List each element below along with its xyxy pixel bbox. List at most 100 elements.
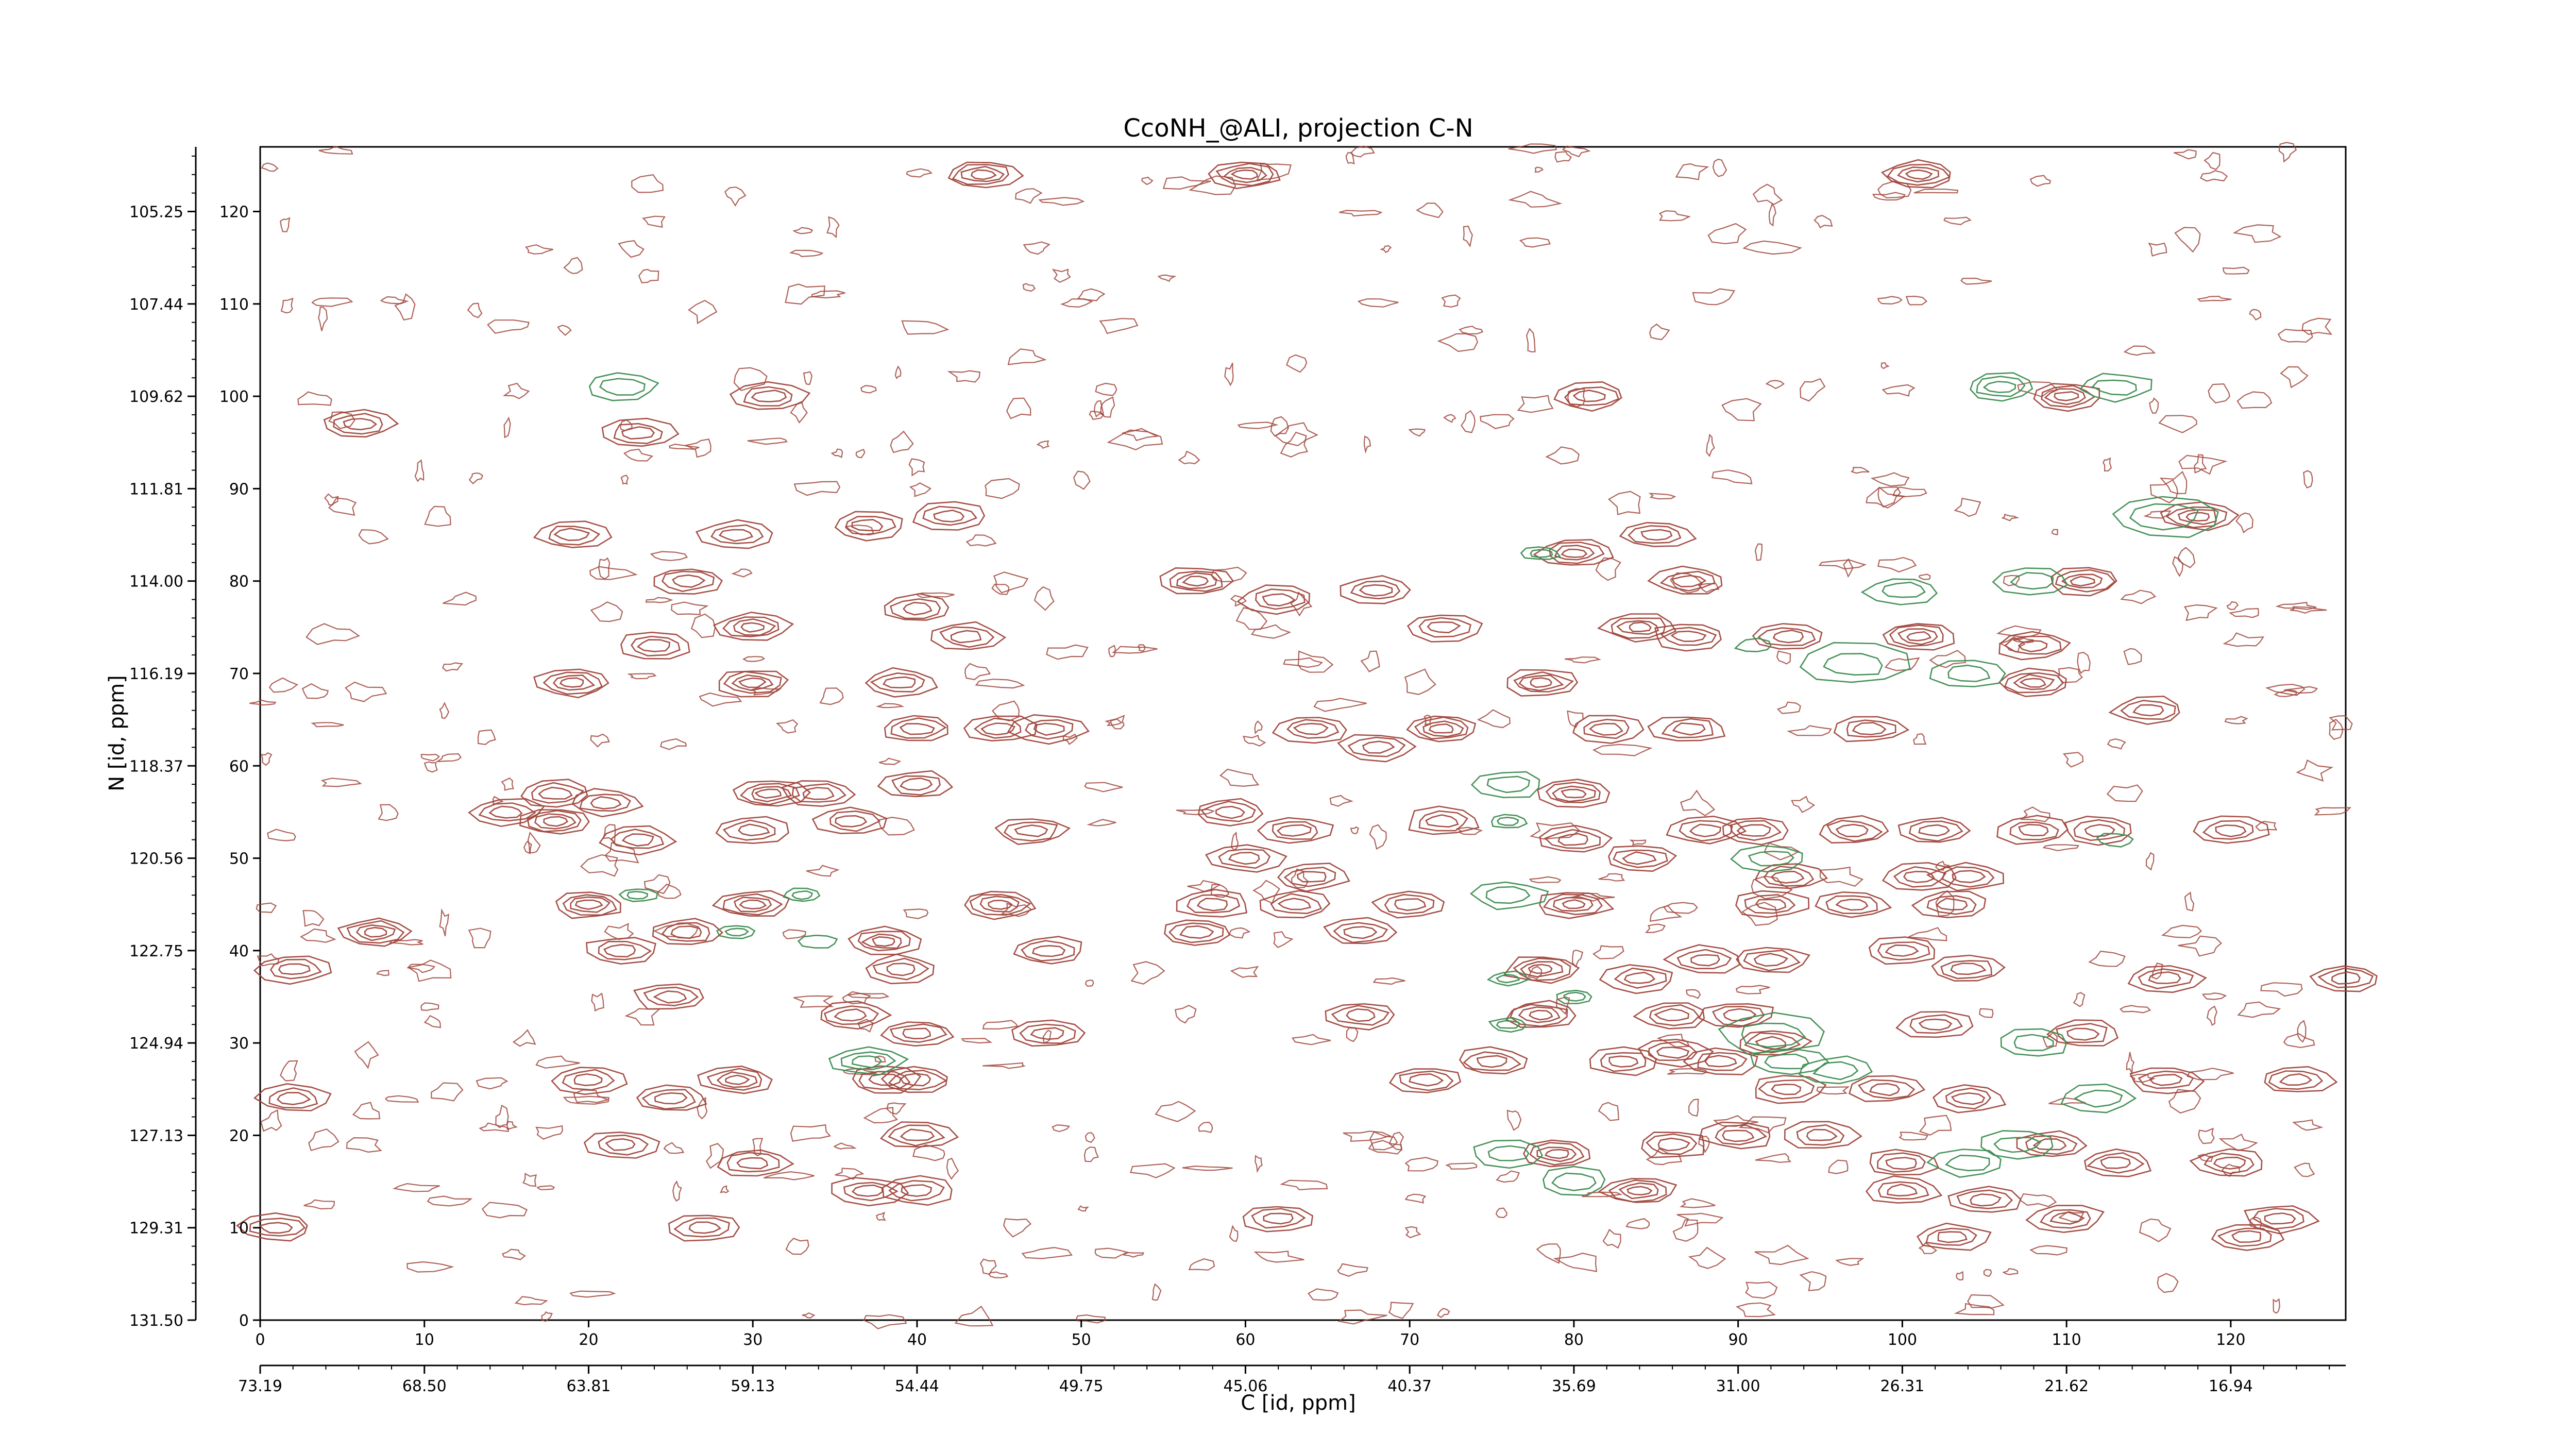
noise-contour	[860, 385, 877, 394]
noise-contour	[1899, 1132, 1929, 1141]
positive-peak-level	[1544, 1149, 1569, 1159]
positive-peak-level	[1552, 785, 1596, 802]
noise-contour	[1372, 977, 1405, 985]
noise-contour	[785, 1238, 809, 1255]
noise-contour	[541, 1311, 553, 1322]
positive-peak-level	[2040, 1209, 2091, 1229]
positive-peak-level	[1885, 944, 1919, 957]
positive-peak-level	[1608, 845, 1677, 872]
positive-peak	[2264, 1066, 2338, 1092]
y-ppm-tick-label: 120.56	[129, 850, 183, 868]
positive-peak	[2127, 965, 2207, 993]
positive-peak-level	[2264, 1212, 2296, 1225]
noise-contour	[650, 551, 688, 561]
noise-contour	[697, 1096, 708, 1120]
noise-contour	[2301, 317, 2333, 335]
x-index-tick-label: 100	[1888, 1331, 1917, 1349]
noise-contour	[1297, 650, 1334, 673]
positive-peak-level	[1784, 1121, 1862, 1149]
noise-contour	[306, 623, 360, 645]
noise-contour	[279, 217, 291, 232]
positive-peak-level	[1659, 570, 1716, 592]
noise-contour	[879, 757, 902, 765]
positive-peak-level	[1186, 894, 1241, 914]
noise-contour	[1564, 656, 1602, 664]
noise-contour	[672, 1180, 682, 1202]
positive-peak-level	[1618, 1182, 1659, 1200]
y-index-tick-label: 80	[229, 573, 249, 591]
negative-peak-level	[1490, 814, 1528, 829]
noise-contour	[1663, 902, 1698, 914]
positive-peak-level	[1722, 1129, 1755, 1142]
noise-contour	[2224, 716, 2248, 724]
positive-peak-level	[1537, 779, 1611, 808]
noise-contour	[1404, 1193, 1427, 1204]
noise-contour	[2218, 1133, 2258, 1152]
noise-contour	[2197, 295, 2232, 302]
noise-contour	[663, 1142, 685, 1154]
noise-contour	[352, 1102, 381, 1120]
positive-peak-level	[1647, 716, 1726, 742]
y-ppm-tick-label: 131.50	[129, 1312, 183, 1330]
noise-contour	[406, 1261, 454, 1273]
noise-contour	[439, 701, 450, 719]
positive-peak-level	[1770, 870, 1805, 884]
positive-peak-level	[697, 1065, 773, 1094]
positive-peak	[1647, 565, 1723, 595]
positive-peak-level	[236, 1212, 308, 1242]
x-index-tick-label: 60	[1235, 1331, 1255, 1349]
noise-contour	[1290, 591, 1313, 617]
noise-contour	[481, 1202, 528, 1219]
positive-peak-level	[2100, 1156, 2131, 1169]
noise-contour	[877, 817, 915, 836]
positive-peak-level	[2217, 1227, 2272, 1247]
x-axis-label: C [id, ppm]	[1241, 1391, 1356, 1415]
positive-peak-level	[1998, 667, 2067, 697]
positive-peak-level	[1176, 888, 1248, 918]
positive-peak-level	[845, 516, 896, 536]
positive-peak-level	[1882, 862, 1957, 891]
noise-contour	[2058, 667, 2083, 683]
x-index-tick-label: 10	[415, 1331, 434, 1349]
noise-contour	[442, 662, 464, 672]
noise-contour	[1686, 989, 1701, 999]
positive-peak-level	[835, 815, 868, 828]
positive-peak-level	[2231, 1230, 2262, 1243]
noise-contour	[2161, 924, 2202, 938]
positive-peak-level	[930, 621, 1007, 650]
positive-peak-level	[1414, 716, 1469, 740]
positive-peak-level	[922, 505, 978, 526]
positive-peak-level	[1623, 971, 1656, 984]
noise-contour	[1765, 380, 1785, 390]
positive-peak-level	[2149, 1074, 2183, 1086]
positive-peak-level	[1868, 936, 1936, 965]
noise-contour	[742, 656, 766, 662]
positive-peak	[1931, 954, 2006, 982]
negative-peak-level	[2010, 572, 2054, 590]
positive-peak-level	[1033, 722, 1065, 736]
noise-contour	[901, 320, 950, 335]
noise-contour	[1814, 215, 1833, 229]
negative-peak-level	[1860, 578, 1938, 605]
positive-peak	[1933, 1084, 2007, 1113]
positive-peak-level	[2070, 576, 2096, 587]
noise-contour	[2292, 1119, 2324, 1131]
positive-peak	[2025, 1205, 2105, 1233]
noise-contour	[906, 168, 933, 178]
positive-peak	[1257, 817, 1334, 844]
positive-peak-level	[1406, 614, 1483, 643]
positive-peak-level	[1459, 1046, 1528, 1075]
positive-peak-level	[1654, 1008, 1689, 1022]
positive-peak-level	[1926, 895, 1977, 915]
noise-contour	[320, 778, 362, 787]
positive-peak-level	[543, 816, 568, 827]
noise-contour	[427, 1195, 473, 1207]
noise-contour	[1954, 497, 1981, 517]
positive-peak-level	[891, 775, 941, 796]
positive-peak-level	[1628, 525, 1682, 544]
positive-peak	[633, 983, 704, 1010]
positive-peak-level	[888, 1180, 945, 1202]
positive-peak-level	[2004, 672, 2064, 694]
positive-peak-level	[579, 794, 632, 812]
y-index-tick-label: 110	[219, 296, 249, 314]
